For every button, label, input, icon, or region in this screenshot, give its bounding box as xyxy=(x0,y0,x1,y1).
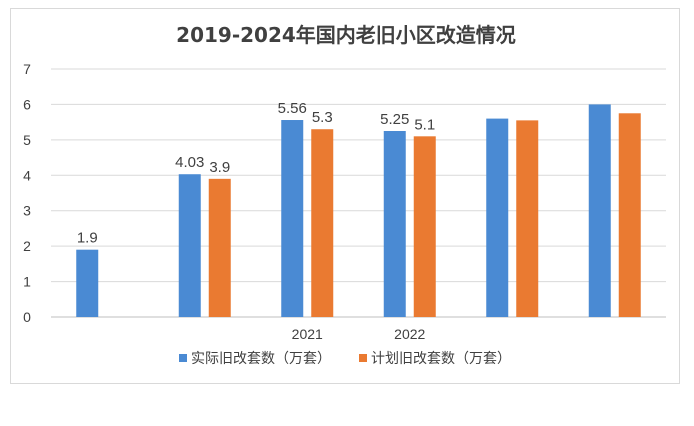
data-label: 3.9 xyxy=(209,159,230,176)
y-tick-label: 0 xyxy=(23,309,31,325)
chart-frame: 2019-2024年国内老旧小区改造情况 0 1 2 3 4 5 6 7 1.9 4.03 3.9… xyxy=(10,8,680,384)
bar-series1-cat6 xyxy=(588,104,611,317)
bar-series2-cat3 xyxy=(311,129,334,317)
y-tick-label: 1 xyxy=(23,274,31,290)
y-tick-label: 2 xyxy=(23,238,31,254)
bar-series1-cat1 xyxy=(76,249,99,317)
y-tick-label: 7 xyxy=(23,61,31,77)
data-label: 1.9 xyxy=(77,230,98,247)
bar-series1-cat3 xyxy=(281,120,304,317)
y-tick-label: 3 xyxy=(23,203,31,219)
y-axis-ticks: 0 1 2 3 4 5 6 7 xyxy=(23,61,31,325)
bar-series2-cat4 xyxy=(413,136,436,317)
data-label: 4.03 xyxy=(175,154,204,171)
bar-series1-cat5 xyxy=(486,118,509,317)
bars xyxy=(76,104,641,318)
bar-series2-cat5 xyxy=(516,120,539,317)
data-label: 5.56 xyxy=(278,100,307,117)
data-label: 5.3 xyxy=(312,109,333,126)
legend-swatch-1 xyxy=(179,354,187,362)
chart-title: 2019-2024年国内老旧小区改造情况 xyxy=(176,23,516,47)
data-label: 5.25 xyxy=(380,111,409,128)
legend-swatch-2 xyxy=(359,354,367,362)
bar-series1-cat4 xyxy=(383,131,406,317)
legend-label-1: 实际旧改套数（万套） xyxy=(191,351,331,367)
y-tick-label: 6 xyxy=(23,96,31,112)
bar-series2-cat2 xyxy=(208,178,231,317)
x-category-label: 2022 xyxy=(394,326,425,342)
gridlines xyxy=(51,68,666,318)
bar-series2-cat6 xyxy=(618,113,641,318)
bar-series1-cat2 xyxy=(178,174,201,317)
x-category-label: 2021 xyxy=(292,326,323,342)
legend: 实际旧改套数（万套） 计划旧改套数（万套） xyxy=(179,351,511,367)
data-label: 5.1 xyxy=(414,116,435,133)
x-axis-categories: 2021 2022 xyxy=(292,326,426,342)
y-tick-label: 5 xyxy=(23,132,31,148)
legend-label-2: 计划旧改套数（万套） xyxy=(371,351,511,367)
data-labels: 1.9 4.03 3.9 5.56 5.3 5.25 5.1 xyxy=(77,100,435,247)
y-tick-label: 4 xyxy=(23,167,31,183)
bar-chart: 2019-2024年国内老旧小区改造情况 0 1 2 3 4 5 6 7 1.9 4.03 3.9… xyxy=(23,23,666,367)
